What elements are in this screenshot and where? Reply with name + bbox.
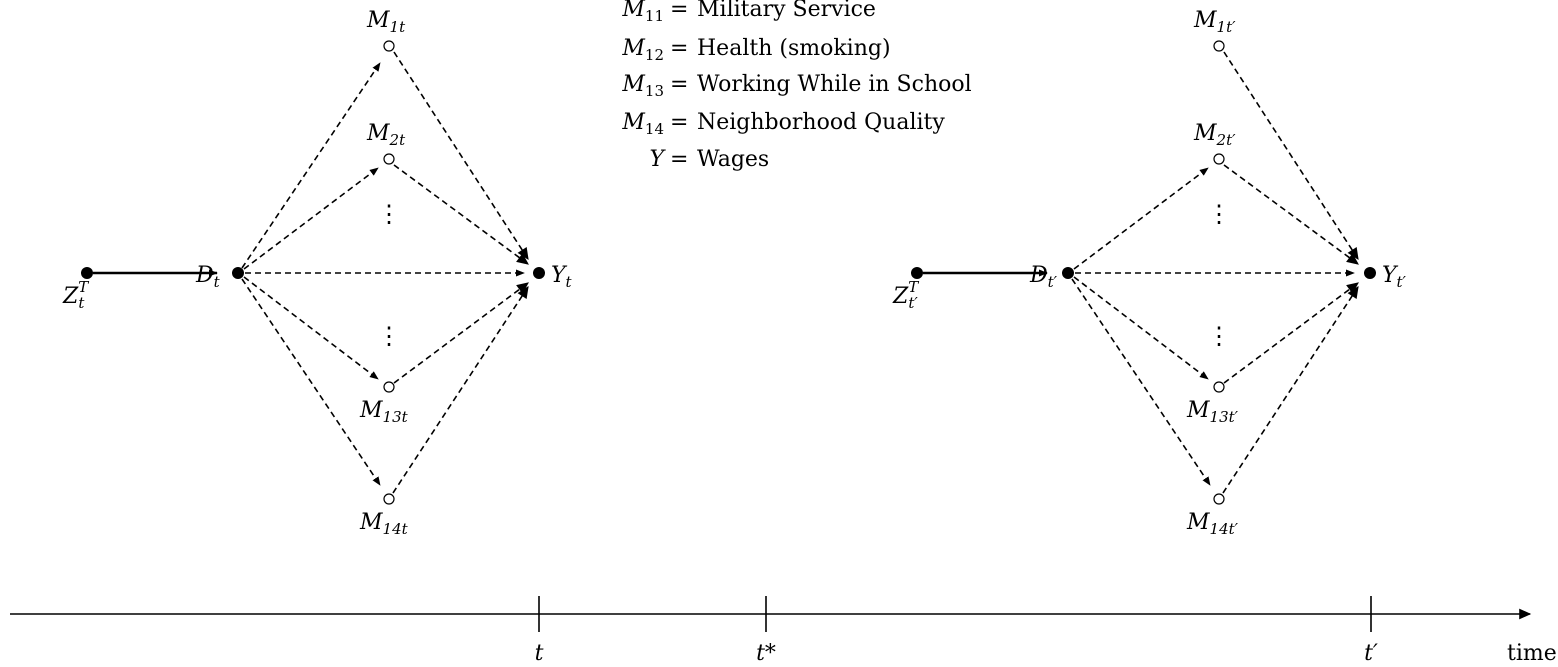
node-y-t bbox=[533, 267, 545, 279]
edge-m14-to-y bbox=[392, 285, 529, 494]
edge-d-to-m2-prime bbox=[1073, 167, 1209, 270]
legend-sym-m14: M14 bbox=[621, 110, 664, 138]
timeline: t t* t′ time bbox=[10, 596, 1557, 666]
label-d-t-prime: Dt′ bbox=[1029, 263, 1058, 291]
label-m2-t-prime: M2t′ bbox=[1193, 121, 1236, 149]
label-m13-t: M13t bbox=[359, 398, 409, 426]
legend-sym-m11: M11 bbox=[621, 0, 664, 25]
node-m13-t-prime bbox=[1213, 381, 1225, 393]
label-z-t: ZT t bbox=[62, 278, 89, 312]
node-d-t-prime bbox=[1062, 267, 1074, 279]
ellipsis-upper-t: ⋮ bbox=[377, 200, 401, 228]
edge-d-to-m1 bbox=[241, 62, 381, 269]
label-y-t: Yt bbox=[551, 263, 573, 291]
tick-label-t-prime: t′ bbox=[1364, 641, 1378, 666]
node-m14-t-prime bbox=[1213, 493, 1225, 505]
edge-m1-to-y bbox=[393, 51, 529, 261]
node-m2-t bbox=[383, 153, 395, 165]
ellipsis-lower-t-prime: ⋮ bbox=[1207, 322, 1231, 350]
tick-label-t-star: t* bbox=[756, 641, 776, 666]
legend-sym-y: Y bbox=[649, 147, 666, 172]
edge-d-to-m14 bbox=[241, 278, 381, 486]
legend-sym-m13: M13 bbox=[621, 72, 664, 100]
label-m14-t-prime: M14t′ bbox=[1186, 510, 1239, 538]
label-y-t-prime: Yt′ bbox=[1382, 263, 1407, 291]
legend-eq-y: = bbox=[670, 147, 688, 172]
legend-text-m14: Neighborhood Quality bbox=[697, 110, 945, 135]
panel-t-edges bbox=[93, 51, 529, 494]
legend-eq-m13: = bbox=[670, 72, 688, 97]
label-m2-t: M2t bbox=[366, 121, 406, 149]
edge-d-to-m13 bbox=[243, 276, 379, 380]
label-m13-t-prime: M13t′ bbox=[1186, 398, 1239, 426]
edge-d-to-m2 bbox=[243, 167, 379, 270]
label-d-t: Dt bbox=[195, 263, 221, 291]
edge-d-to-m13-prime bbox=[1073, 276, 1209, 380]
label-m1-t-prime: M1t′ bbox=[1193, 8, 1236, 36]
edge-m14-to-y-prime bbox=[1222, 285, 1359, 494]
legend-text-m13: Working While in School bbox=[697, 72, 972, 97]
node-m13-t bbox=[383, 381, 395, 393]
tick-label-t: t bbox=[535, 641, 544, 666]
legend-text-m12: Health (smoking) bbox=[697, 36, 891, 61]
legend-eq-m12: = bbox=[670, 36, 688, 61]
node-z-t-prime bbox=[911, 267, 923, 279]
panel-t-prime: ⋮ ⋮ ZT t′ Dt′ Yt′ M1t′ M2t′ M13t′ M14t′ bbox=[892, 8, 1407, 538]
edge-m13-to-y bbox=[393, 282, 529, 384]
ellipsis-lower-t: ⋮ bbox=[377, 322, 401, 350]
edge-m13-to-y-prime bbox=[1223, 282, 1359, 384]
node-m1-t-prime bbox=[1213, 40, 1225, 52]
legend-sym-m12: M12 bbox=[621, 36, 664, 64]
legend-eq-m14: = bbox=[670, 110, 688, 135]
node-m2-t-prime bbox=[1213, 153, 1225, 165]
edge-m2-to-y-prime bbox=[1223, 164, 1359, 265]
legend: M11 = Military Service M12 = Health (smo… bbox=[621, 0, 971, 172]
ellipsis-upper-t-prime: ⋮ bbox=[1207, 200, 1231, 228]
panel-t-prime-edges bbox=[923, 51, 1359, 494]
edge-d-to-m14-prime bbox=[1071, 278, 1211, 486]
node-d-t bbox=[232, 267, 244, 279]
edge-m1-to-y-prime bbox=[1223, 51, 1359, 261]
label-m14-t: M14t bbox=[359, 510, 409, 538]
node-z-t bbox=[81, 267, 93, 279]
panel-t: ⋮ ⋮ ZT t Dt Yt M1t M2t M13t M14t bbox=[62, 8, 573, 538]
edge-m2-to-y bbox=[393, 164, 529, 265]
legend-text-y: Wages bbox=[697, 147, 769, 172]
label-z-t-prime: ZT t′ bbox=[892, 278, 919, 312]
legend-text-m11: Military Service bbox=[697, 0, 876, 22]
label-m1-t: M1t bbox=[366, 8, 406, 36]
node-y-t-prime bbox=[1364, 267, 1376, 279]
legend-eq-m11: = bbox=[670, 0, 688, 22]
node-m1-t bbox=[383, 40, 395, 52]
timeline-axis-label: time bbox=[1507, 641, 1557, 666]
node-m14-t bbox=[383, 493, 395, 505]
